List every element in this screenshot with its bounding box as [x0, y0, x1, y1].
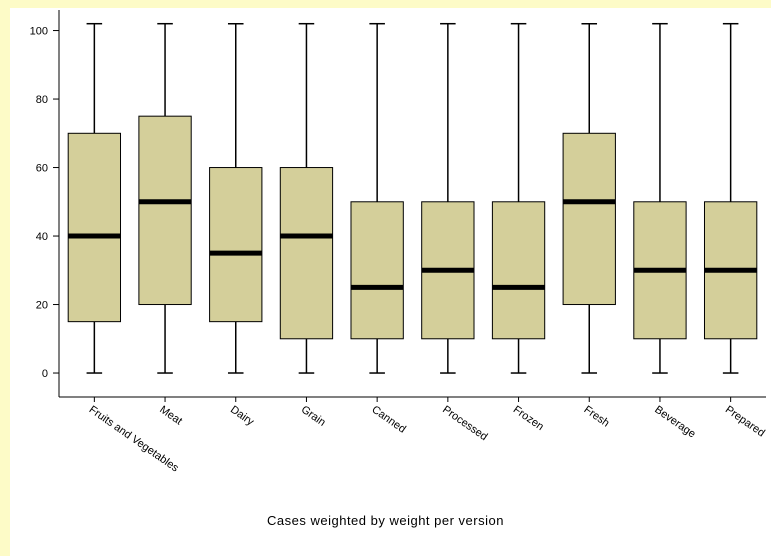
iqr-box-grain: [279, 167, 334, 340]
x-tick-label-canned: Canned: [369, 404, 407, 436]
x-tick-label-frozen: Frozen: [511, 404, 546, 433]
x-tick-label-prepared: Prepared: [723, 404, 767, 440]
x-tick-label-meat: Meat: [157, 404, 184, 428]
y-tick-label-60: 60: [36, 163, 48, 175]
x-tick-label-processed: Processed: [440, 404, 489, 444]
y-tick-label-100: 100: [30, 26, 48, 38]
y-tick-label-80: 80: [36, 94, 48, 106]
y-tick-label-40: 40: [36, 231, 48, 243]
left-margin-strip: [0, 0, 10, 556]
iqr-box-canned: [350, 201, 404, 340]
x-tick-label-beverage: Beverage: [652, 404, 697, 441]
iqr-box-meat: [138, 115, 192, 306]
y-tick-label-20: 20: [36, 300, 48, 312]
iqr-box-frozen: [491, 201, 546, 340]
iqr-box-dairy: [209, 167, 263, 323]
y-tick-label-0: 0: [42, 368, 48, 380]
x-tick-label-fresh: Fresh: [582, 404, 612, 430]
weighting-caption: Cases weighted by weight per version: [267, 513, 504, 528]
iqr-box-fruits-and-vegetables: [67, 132, 122, 323]
iqr-box-fresh: [562, 132, 616, 306]
x-tick-label-dairy: Dairy: [228, 404, 256, 429]
x-tick-label-grain: Grain: [299, 404, 328, 429]
top-margin-strip: [0, 0, 771, 8]
